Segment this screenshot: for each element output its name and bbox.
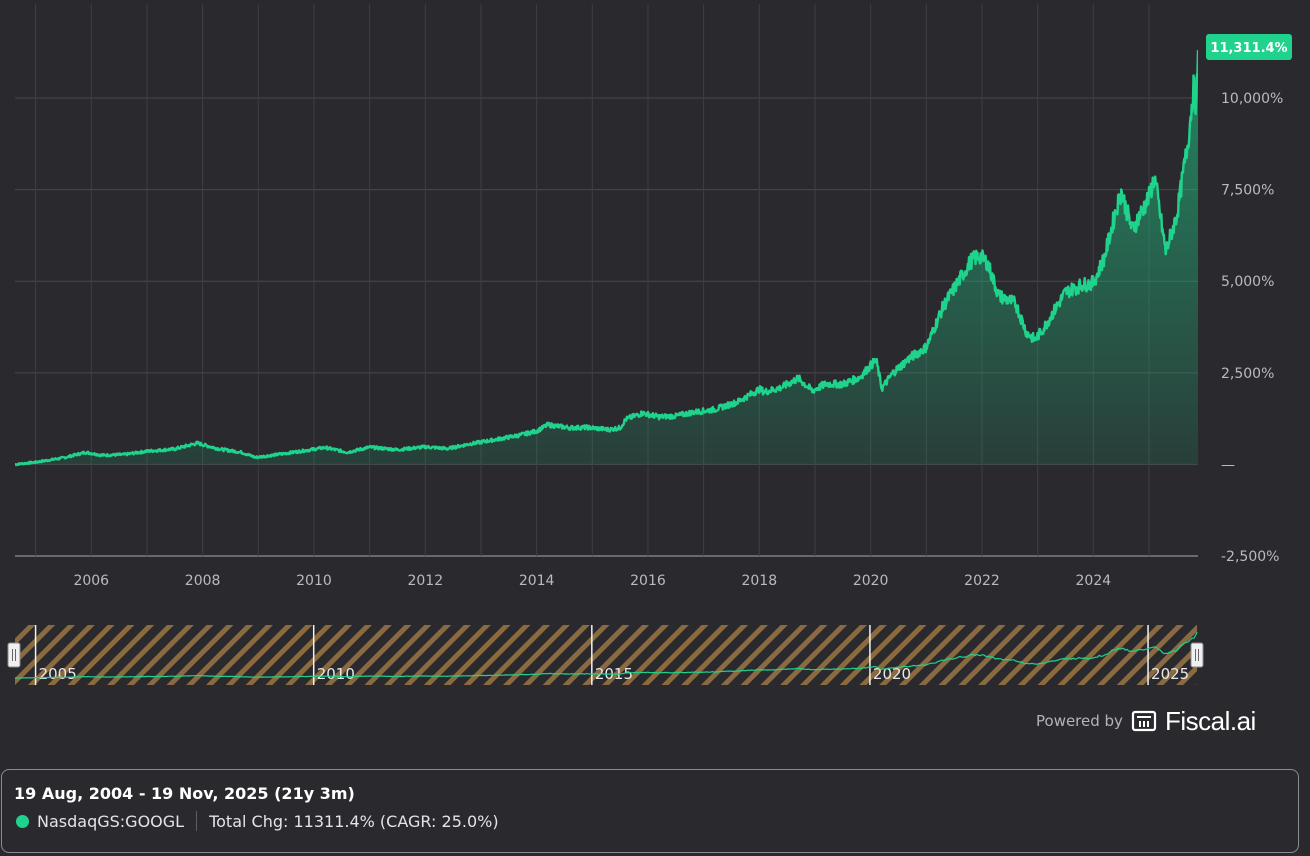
date-range-label: 19 Aug, 2004 - 19 Nov, 2025 (21y 3m) bbox=[14, 784, 355, 803]
navigator-left-handle[interactable] bbox=[7, 642, 21, 668]
legend-series-name: NasdaqGS:GOOGL bbox=[37, 811, 185, 831]
navigator-tick-label: 2005 bbox=[39, 665, 77, 683]
legend-row: NasdaqGS:GOOGL Total Chg: 11311.4% (CAGR… bbox=[16, 810, 499, 832]
series-area-fill bbox=[15, 50, 1198, 465]
navigator-background bbox=[15, 625, 1197, 685]
y-tick-label: 10,000% bbox=[1221, 91, 1283, 107]
x-tick-label: 2014 bbox=[519, 573, 555, 589]
powered-by-text: Powered by bbox=[1036, 712, 1123, 730]
last-value-label: 11,311.4% bbox=[1210, 41, 1287, 56]
x-tick-label: 2006 bbox=[73, 573, 109, 589]
powered-by-branding[interactable]: Powered by Fiscal.ai bbox=[1036, 704, 1256, 738]
series-color-dot bbox=[16, 814, 29, 828]
navigator-right-handle[interactable] bbox=[1190, 642, 1204, 668]
y-tick-label: — bbox=[1221, 457, 1235, 473]
chart-info-panel: 19 Aug, 2004 - 19 Nov, 2025 (21y 3m) Nas… bbox=[1, 769, 1299, 853]
navigator-tick-label: 2010 bbox=[317, 665, 355, 683]
total-change-label: Total Chg: 11311.4% (CAGR: 25.0%) bbox=[209, 811, 499, 831]
x-tick-label: 2010 bbox=[296, 573, 332, 589]
chart-area-layer bbox=[15, 49, 1198, 467]
axis-ticks: 10,000% 7,500% 5,000% 2,500% — -2,500% 2006 200… bbox=[73, 91, 1283, 589]
last-value-badge: 11,311.4% bbox=[1206, 34, 1292, 60]
x-tick-label: 2020 bbox=[853, 573, 889, 589]
navigator-tick-label: 2025 bbox=[1151, 665, 1189, 683]
x-tick-label: 2012 bbox=[407, 573, 443, 589]
fiscal-logo-text: Fiscal.ai bbox=[1164, 705, 1256, 736]
chart-grid bbox=[15, 4, 1198, 557]
navigator-ticks: 2005 2010 2015 2020 2025 bbox=[34, 625, 1189, 685]
y-tick-label: 7,500% bbox=[1221, 183, 1274, 199]
x-tick-label: 2016 bbox=[630, 573, 666, 589]
legend-divider bbox=[196, 811, 198, 831]
fiscal-logo-icon bbox=[1131, 710, 1157, 732]
series-line bbox=[15, 49, 1198, 467]
y-tick-label: 5,000% bbox=[1221, 274, 1274, 290]
range-navigator[interactable]: 2005 2010 2015 2020 2025 bbox=[7, 625, 1204, 685]
x-tick-label: 2018 bbox=[741, 573, 777, 589]
x-tick-label: 2008 bbox=[185, 573, 221, 589]
x-tick-label: 2024 bbox=[1076, 573, 1112, 589]
y-tick-label: -2,500% bbox=[1221, 549, 1279, 565]
y-tick-label: 2,500% bbox=[1221, 366, 1274, 382]
navigator-series-line bbox=[15, 631, 1198, 679]
price-chart[interactable]: 10,000% 7,500% 5,000% 2,500% — -2,500% 2006 200… bbox=[0, 0, 1310, 760]
x-tick-label: 2022 bbox=[964, 573, 1000, 589]
